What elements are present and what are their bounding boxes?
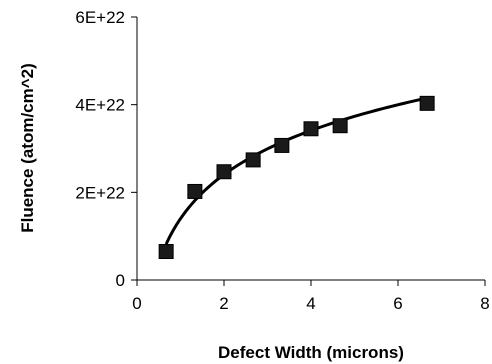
data-point-marker [274, 137, 290, 153]
trendline [164, 96, 428, 245]
plot-area: 0 2 4 6 8 0 2E+22 4E+22 6E+22 [75, 8, 489, 313]
y-tick-label: 4E+22 [75, 96, 125, 115]
data-point-marker [245, 152, 261, 168]
data-point-marker [158, 244, 174, 260]
x-tick-label: 8 [480, 294, 489, 313]
y-tick-label: 6E+22 [75, 8, 125, 27]
x-tick-label: 6 [393, 294, 402, 313]
x-tick-label: 4 [306, 294, 315, 313]
x-axis-title: Defect Width (microns) [218, 343, 404, 362]
data-points [158, 95, 435, 260]
x-tick-label: 0 [132, 294, 141, 313]
data-point-marker [303, 121, 319, 137]
y-axis-title: Fluence (atom/cm^2) [18, 63, 37, 233]
y-tick-label: 0 [116, 271, 125, 290]
data-point-marker [419, 95, 435, 111]
data-point-marker [187, 183, 203, 199]
data-point-marker [332, 118, 348, 134]
y-tick-label: 2E+22 [75, 183, 125, 202]
axis-ticks: 0 2 4 6 8 0 2E+22 4E+22 6E+22 [75, 8, 489, 313]
x-tick-label: 2 [219, 294, 228, 313]
data-point-marker [216, 164, 232, 180]
